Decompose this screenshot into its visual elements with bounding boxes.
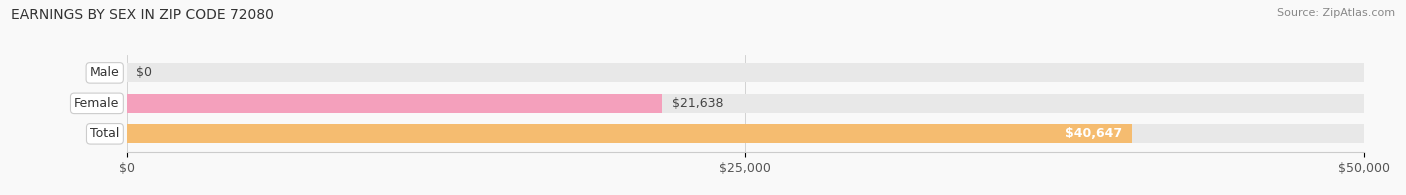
Bar [127, 124, 1132, 143]
Text: Source: ZipAtlas.com: Source: ZipAtlas.com [1277, 8, 1395, 18]
Text: Total: Total [90, 127, 120, 140]
Bar [127, 124, 1364, 143]
Bar [127, 94, 662, 113]
Text: $40,647: $40,647 [1066, 127, 1122, 140]
Text: Male: Male [90, 66, 120, 79]
Bar [127, 63, 1364, 82]
Text: $21,638: $21,638 [672, 97, 723, 110]
Text: EARNINGS BY SEX IN ZIP CODE 72080: EARNINGS BY SEX IN ZIP CODE 72080 [11, 8, 274, 22]
Bar [127, 94, 1364, 113]
Text: $0: $0 [136, 66, 152, 79]
Text: Female: Female [75, 97, 120, 110]
